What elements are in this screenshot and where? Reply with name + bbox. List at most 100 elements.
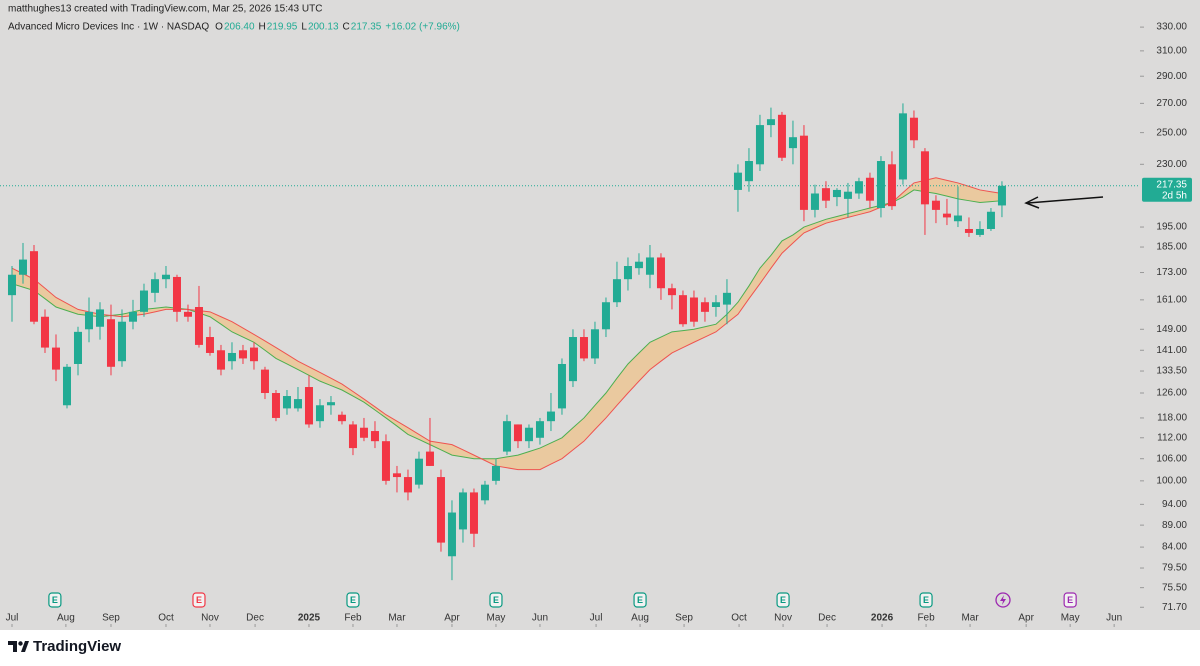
candle-body: [403, 477, 412, 493]
candle-body: [128, 311, 137, 322]
candle-body: [40, 316, 49, 348]
x-tick-label: Jun: [532, 613, 548, 624]
candle-body: [304, 387, 313, 425]
x-tick-label: Jun: [1106, 613, 1122, 624]
candle-body: [733, 172, 742, 190]
candle-body: [975, 228, 984, 235]
last-price-label: 217.35: [1156, 179, 1187, 190]
event-marker: [346, 592, 360, 608]
candle-body: [744, 161, 753, 182]
candle-body: [535, 421, 544, 438]
event-marker: [919, 592, 933, 608]
candle-body: [359, 427, 368, 438]
drawn-arrow: [1024, 196, 1104, 209]
ohlc-key: O: [215, 22, 223, 33]
ohlc-value: 200.13: [308, 22, 339, 33]
candle-body: [755, 125, 764, 165]
candle-body: [29, 251, 38, 322]
candle-body: [326, 402, 335, 406]
event-marker: [48, 592, 62, 608]
candle-body: [194, 307, 203, 345]
candle-body: [480, 484, 489, 501]
candle-body: [315, 405, 324, 422]
y-tick-label: 71.70: [1162, 602, 1187, 613]
ohlc-key: C: [343, 22, 350, 33]
x-tick-label: Sep: [675, 613, 693, 624]
candle-body: [73, 331, 82, 364]
candle-body: [601, 302, 610, 330]
candle-body: [964, 228, 973, 233]
candle-body: [612, 279, 621, 303]
candle-body: [953, 215, 962, 222]
y-tick-label: 75.50: [1162, 582, 1187, 593]
candle-body: [810, 193, 819, 210]
candle-body: [667, 288, 676, 296]
event-marker: [776, 592, 790, 608]
candle-body: [887, 164, 896, 207]
candle-body: [832, 189, 841, 198]
candle-body: [106, 319, 115, 367]
candle-body: [942, 213, 951, 218]
candle-body: [84, 311, 93, 330]
candle-body: [579, 337, 588, 359]
candle-body: [843, 191, 852, 199]
candle-body: [524, 427, 533, 442]
chart-background: [0, 0, 1200, 630]
x-tick-label: Apr: [444, 613, 460, 624]
candle-body: [513, 424, 522, 442]
icon-ring: [995, 592, 1011, 608]
credit: matthughes13 created with TradingView.co…: [8, 4, 322, 15]
candle-body: [117, 321, 126, 362]
x-tick-label: May: [487, 613, 506, 624]
candle-body: [7, 274, 16, 296]
x-tick-label: 2025: [298, 613, 321, 624]
candle-body: [678, 295, 687, 325]
arrow-line: [1027, 196, 1104, 204]
last-price-box: [1142, 177, 1192, 202]
event-marker: [1063, 592, 1077, 608]
candle-body: [865, 177, 874, 201]
candle-body: [458, 492, 467, 530]
event-marker: [192, 592, 206, 608]
candle-body: [854, 181, 863, 194]
candle-body: [656, 257, 665, 289]
y-tick-label: 250.00: [1156, 127, 1187, 138]
logo-mark: [8, 641, 17, 652]
candle-body: [172, 276, 181, 312]
icon-bolt: [1000, 595, 1006, 605]
candle-body: [293, 399, 302, 409]
event-label: E: [1067, 595, 1073, 605]
x-tick-label: Oct: [731, 613, 747, 624]
candle-body: [634, 261, 643, 269]
event-label: E: [196, 595, 202, 605]
y-tick-label: 173.00: [1156, 267, 1187, 278]
y-tick-label: 149.00: [1156, 324, 1187, 335]
x-tick-label: Nov: [774, 613, 792, 624]
candle-body: [271, 393, 280, 418]
countdown: 2d 5h: [1162, 190, 1187, 201]
candle-body: [249, 347, 258, 362]
candle-body: [381, 441, 390, 481]
y-tick-label: 100.00: [1156, 475, 1187, 486]
candle-body: [546, 411, 555, 422]
y-tick-label: 185.00: [1156, 242, 1187, 253]
x-tick-label: Dec: [246, 613, 264, 624]
y-tick-label: 230.00: [1156, 159, 1187, 170]
candle-body: [799, 135, 808, 210]
y-tick-label: 106.00: [1156, 453, 1187, 464]
candle-body: [205, 337, 214, 353]
x-tick-label: Jul: [6, 613, 19, 624]
event-label: E: [493, 595, 499, 605]
arrow-head: [1024, 196, 1040, 209]
x-tick-label: Apr: [1018, 613, 1034, 624]
candle-body: [238, 350, 247, 359]
candle-body: [722, 292, 731, 305]
candle-body: [920, 151, 929, 205]
event-marker: [489, 592, 503, 608]
candle-body: [425, 451, 434, 466]
candle-body: [216, 350, 225, 370]
x-tick-label: May: [1061, 613, 1080, 624]
event-label: E: [780, 595, 786, 605]
candle-body: [491, 465, 500, 481]
